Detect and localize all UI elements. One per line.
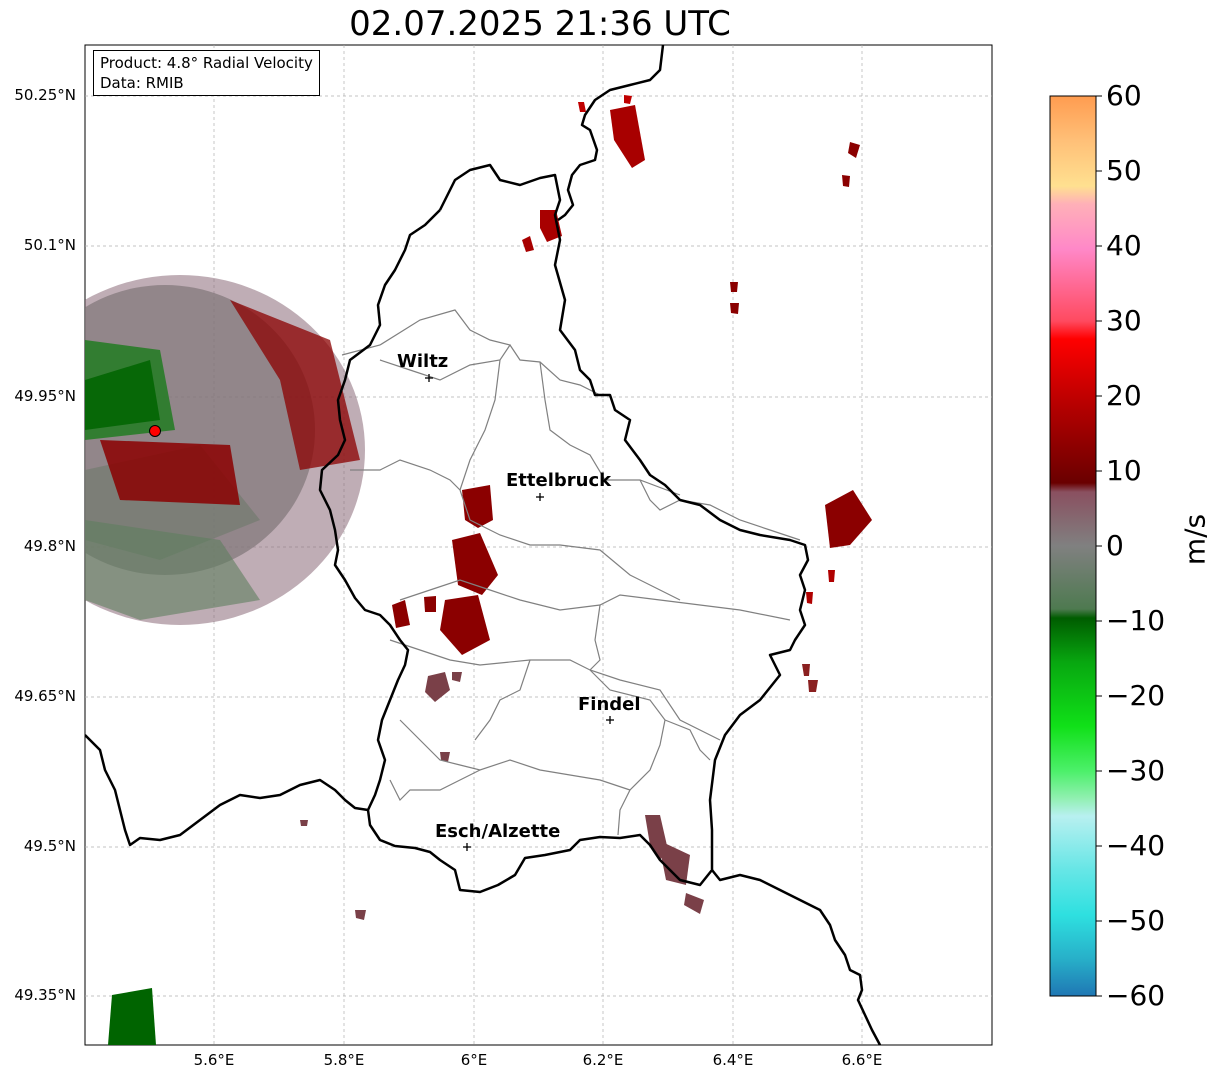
radar-site-marker — [149, 425, 161, 437]
city-label-findel: Findel — [578, 694, 641, 715]
lon-tick: 6.4°E — [712, 1051, 754, 1069]
lat-tick: 50.1°N — [23, 236, 76, 254]
colorbar-tick-label: −10 — [1106, 604, 1166, 637]
colorbar-unit-label: m/s — [1178, 513, 1207, 566]
city-label-wiltz: Wiltz — [397, 351, 449, 372]
lat-tick: 49.95°N — [14, 387, 76, 405]
lat-tick: 50.25°N — [14, 86, 76, 104]
lon-tick: 5.6°E — [193, 1051, 235, 1069]
colorbar — [1049, 95, 1097, 997]
colorbar-tick-label: 0 — [1106, 529, 1124, 562]
colorbar-tick-label: −60 — [1106, 979, 1166, 1012]
colorbar-tick-label: −20 — [1106, 679, 1166, 712]
data-source-label: Data: RMIB — [100, 74, 184, 92]
product-info-box: Product: 4.8° Radial Velocity Data: RMIB — [93, 50, 320, 96]
map-title: 02.07.2025 21:36 UTC — [349, 4, 731, 44]
echo-cell-green — [108, 988, 156, 1045]
national-borders — [85, 45, 882, 1045]
colorbar-ticks — [1096, 95, 1102, 997]
lon-tick: 6.6°E — [841, 1051, 883, 1069]
colorbar-tick-label: −40 — [1106, 829, 1166, 862]
city-markers — [425, 374, 614, 851]
colorbar-tick-label: 10 — [1106, 454, 1142, 487]
colorbar-tick-label: 40 — [1106, 229, 1142, 262]
lat-tick: 49.5°N — [23, 837, 76, 855]
colorbar-tick-label: 20 — [1106, 379, 1142, 412]
colorbar-tick-label: −30 — [1106, 754, 1166, 787]
product-label: Product: 4.8° Radial Velocity — [100, 54, 313, 72]
lon-tick: 5.8°E — [323, 1051, 365, 1069]
colorbar-tick-label: 50 — [1106, 154, 1142, 187]
colorbar-tick-label: 60 — [1106, 79, 1142, 112]
lat-tick: 49.8°N — [23, 537, 76, 555]
city-label-esch-alzette: Esch/Alzette — [435, 821, 561, 842]
echo-cells-dark — [300, 672, 704, 920]
lat-tick: 49.65°N — [14, 687, 76, 705]
city-label-ettelbruck: Ettelbruck — [506, 470, 612, 491]
lon-tick: 6°E — [460, 1051, 488, 1069]
colorbar-tick-label: −50 — [1106, 904, 1166, 937]
echo-cells — [392, 95, 872, 692]
admin-boundaries — [341, 309, 801, 836]
lon-tick: 6.2°E — [582, 1051, 624, 1069]
lat-tick: 49.35°N — [14, 986, 76, 1004]
radar-echo-field — [85, 275, 365, 625]
colorbar-tick-label: 30 — [1106, 304, 1142, 337]
